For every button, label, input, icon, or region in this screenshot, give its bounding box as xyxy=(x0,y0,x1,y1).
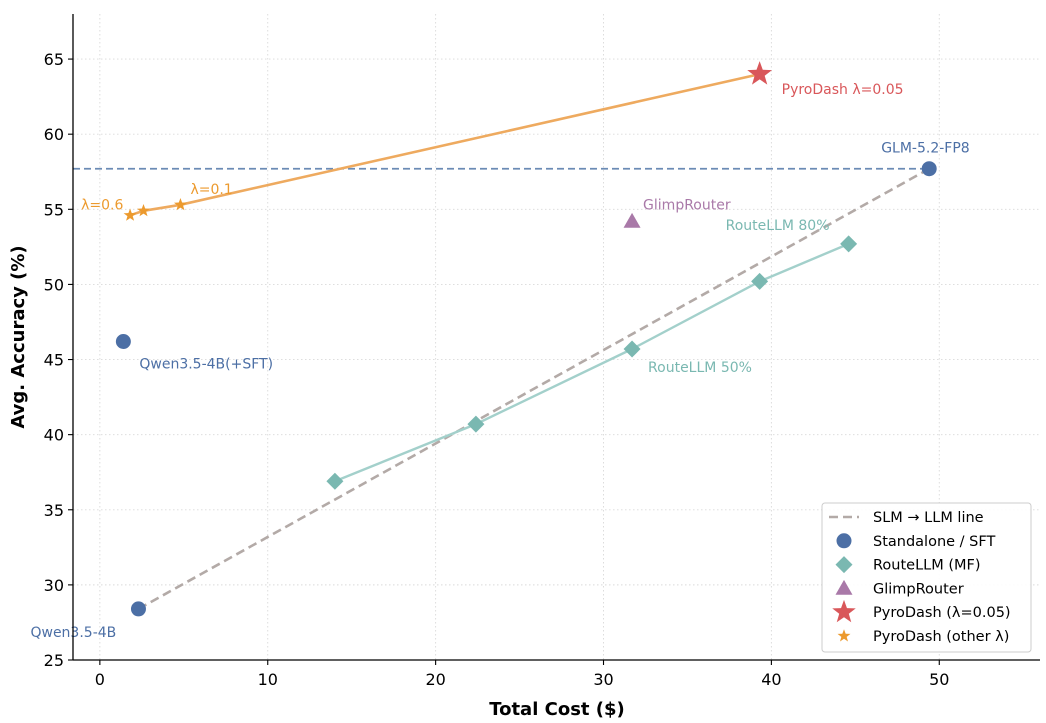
routellm-mf-point xyxy=(467,415,485,433)
standalone-sft-point xyxy=(921,161,937,177)
legend-star-small-symbol xyxy=(837,629,851,642)
legend-label: PyroDash (other λ) xyxy=(873,629,1009,645)
annotation-qwen3-5-4b-sft: Qwen3.5-4B(+SFT) xyxy=(139,357,273,373)
routellm-mf-point xyxy=(840,235,858,253)
glimprouter-point xyxy=(623,212,641,228)
y-tick-label: 50 xyxy=(44,275,64,294)
standalone-sft-point xyxy=(115,334,131,350)
x-tick-label: 50 xyxy=(929,670,949,689)
annotation-glimprouter: GlimpRouter xyxy=(643,197,731,213)
y-tick-label: 55 xyxy=(44,200,64,219)
legend-star-large-symbol xyxy=(832,599,856,623)
legend-box xyxy=(821,502,1032,653)
annotation-glm-5-2-fp8: GLM-5.2-FP8 xyxy=(881,141,970,157)
annotation-routellm-80: RouteLLM 80% xyxy=(726,218,830,234)
x-tick-label: 40 xyxy=(761,670,781,689)
legend-diamond-symbol xyxy=(835,556,853,574)
y-tick-label: 25 xyxy=(44,651,64,670)
x-tick-label: 10 xyxy=(258,670,278,689)
x-axis-title: Total Cost ($) xyxy=(489,699,625,720)
legend-label: RouteLLM (MF) xyxy=(873,558,981,574)
standalone-sft-point xyxy=(130,601,146,617)
legend-label: Standalone / SFT xyxy=(873,534,995,550)
y-tick-label: 35 xyxy=(44,501,64,520)
routellm-mf-point xyxy=(623,340,641,358)
data-markers xyxy=(115,61,937,617)
y-axis-title: Avg. Accuracy (%) xyxy=(8,245,29,428)
pyrodash-other-point xyxy=(173,198,187,211)
annotation-0-1: λ=0.1 xyxy=(190,182,232,198)
axes: 0 10 20 30 40 50 25 30 35 40 45 50 55 60 65 xyxy=(44,14,1040,689)
legend-label: GlimpRouter xyxy=(873,581,964,597)
x-tick-label: 30 xyxy=(593,670,613,689)
legend-triangle-symbol xyxy=(835,579,853,595)
legend-circle-symbol xyxy=(836,533,852,549)
pyrodash-0-05-point xyxy=(747,61,772,85)
point-annotations: Qwen3.5-4BQwen3.5-4B(+SFT)GLM-5.2-FP8Rou… xyxy=(30,82,969,641)
x-tick-label: 0 xyxy=(95,670,105,689)
pyrodash-other-point xyxy=(137,204,150,217)
y-tick-label: 40 xyxy=(44,426,64,445)
routellm-mf-point xyxy=(751,272,769,290)
pyrodash-line xyxy=(129,72,760,217)
annotation-routellm-50: RouteLLM 50% xyxy=(648,360,752,376)
legend-label: PyroDash (λ=0.05) xyxy=(873,605,1011,621)
routellm-mf-point xyxy=(326,472,344,490)
y-tick-label: 30 xyxy=(44,576,64,595)
legend-label: SLM → LLM line xyxy=(873,510,984,526)
series-lines xyxy=(73,72,930,611)
y-tick-label: 65 xyxy=(44,50,64,69)
annotation-0-6: λ=0.6 xyxy=(81,197,123,213)
x-tick-label: 20 xyxy=(425,670,445,689)
y-tick-label: 45 xyxy=(44,351,64,370)
annotation-pyrodash-0-05: PyroDash λ=0.05 xyxy=(782,82,904,98)
y-tick-label: 60 xyxy=(44,125,64,144)
legend: SLM → LLM line Standalone / SFT RouteLLM (… xyxy=(821,502,1032,653)
pyrodash-other-point xyxy=(123,208,137,221)
slm-llm-dashed-line xyxy=(137,167,930,611)
